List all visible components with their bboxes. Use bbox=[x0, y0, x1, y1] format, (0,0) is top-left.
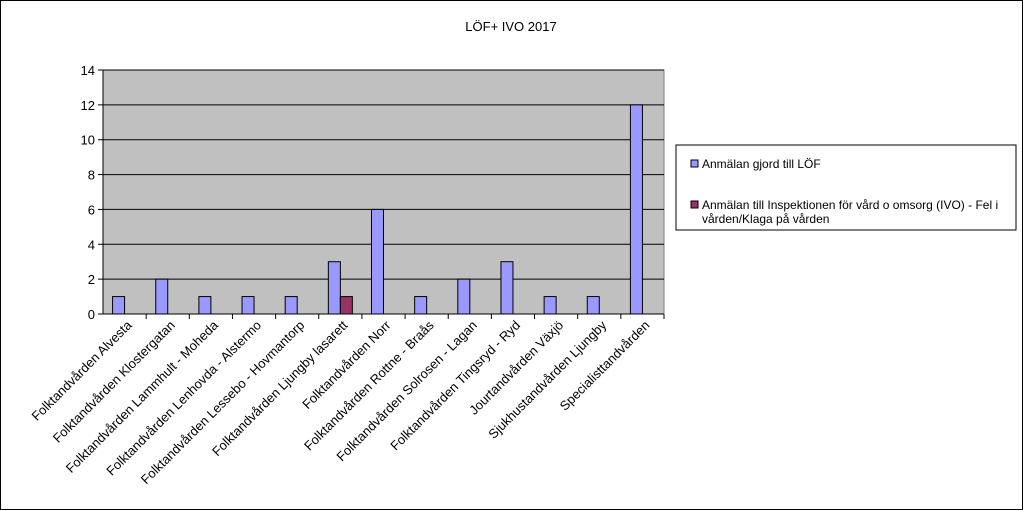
bar-ivo bbox=[339, 296, 353, 315]
y-tick-label: 0 bbox=[88, 307, 95, 322]
y-tick-label: 8 bbox=[88, 168, 95, 183]
bar-lof bbox=[198, 296, 212, 315]
y-tick-label: 10 bbox=[81, 133, 95, 148]
bar-lof bbox=[327, 261, 341, 315]
legend-swatch-lof bbox=[690, 159, 699, 168]
bar-lof bbox=[284, 296, 298, 315]
y-tick-label: 14 bbox=[81, 63, 95, 78]
y-tick-label: 6 bbox=[88, 202, 95, 217]
chart-title: LÖF+ IVO 2017 bbox=[465, 19, 556, 34]
legend-label-lof: Anmälan gjord till LÖF bbox=[702, 157, 821, 171]
legend-label-ivo: Anmälan till Inspektionen för vård o oms… bbox=[702, 198, 998, 226]
x-tick-label: Folktandvården Lammhult - Moheda bbox=[63, 317, 222, 476]
bar-lof bbox=[112, 296, 126, 315]
bar-lof bbox=[500, 261, 514, 315]
bar-lof bbox=[629, 104, 643, 315]
y-tick-label: 2 bbox=[88, 272, 95, 287]
legend-swatch-ivo bbox=[690, 200, 699, 209]
bar-lof bbox=[155, 278, 169, 315]
x-tick-label: Folktandvården Lessebo - Hovmantorp bbox=[138, 318, 308, 488]
legend: Anmälan gjord till LÖF Anmälan till Inspe… bbox=[675, 144, 1017, 231]
legend-box bbox=[675, 144, 1017, 231]
y-tick-label: 12 bbox=[81, 98, 95, 113]
bar-lof bbox=[457, 278, 471, 315]
y-tick-label: 4 bbox=[88, 237, 95, 252]
bar-lof bbox=[586, 296, 600, 315]
x-tick-label: Folktandvården Lenhovda - Alstermo bbox=[103, 318, 264, 479]
bar-lof bbox=[371, 208, 384, 315]
bar-lof bbox=[414, 296, 428, 315]
bar-lof bbox=[241, 296, 255, 315]
bar-lof bbox=[543, 296, 557, 315]
